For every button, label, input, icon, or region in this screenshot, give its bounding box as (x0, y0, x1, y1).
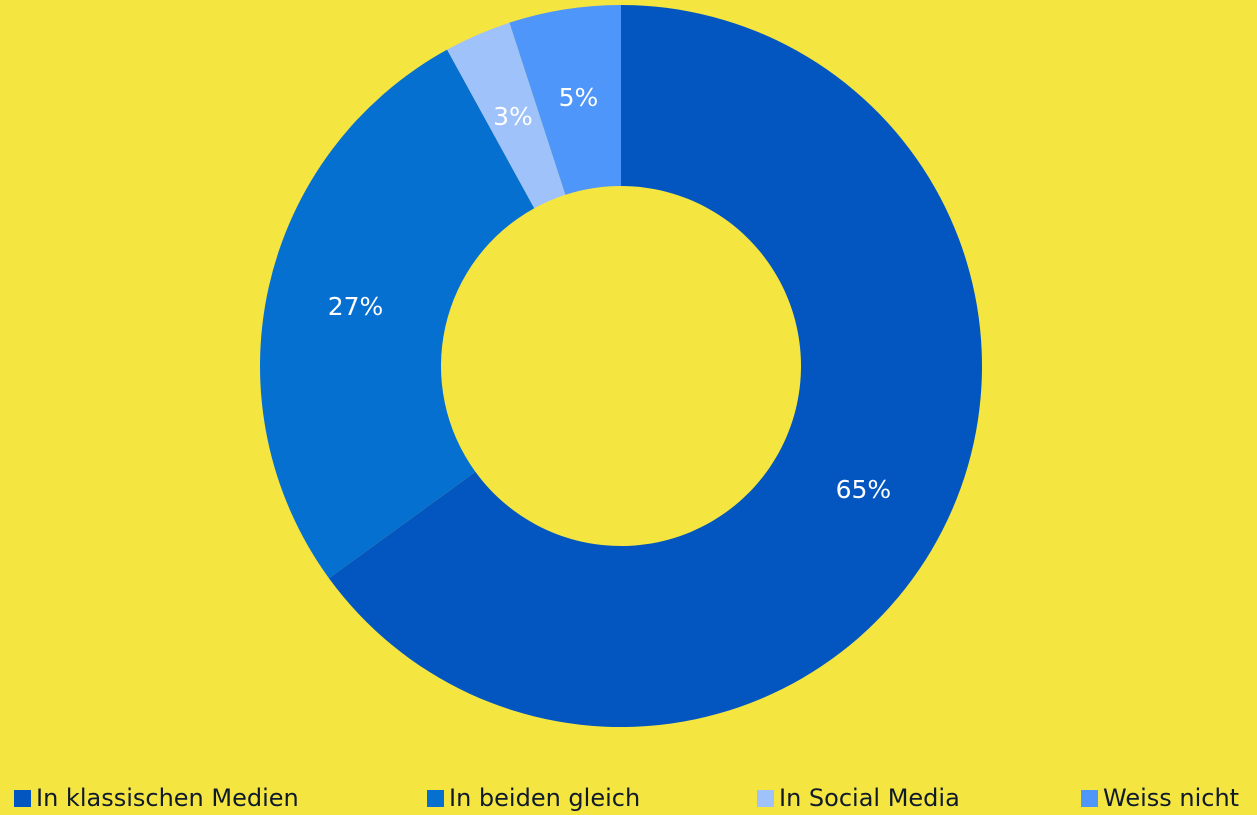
donut-slices (259, 5, 983, 728)
donut-slice-3 (447, 22, 566, 209)
legend-label: Weiss nicht (1103, 784, 1240, 812)
donut-slice-1 (328, 5, 983, 728)
donut-slice-4 (509, 5, 621, 195)
legend-item-klassische-medien: In klassischen Medien (14, 782, 299, 815)
donut-data-labels: 65% 27% 3% 5% (328, 83, 891, 504)
data-label-1: 65% (836, 475, 892, 504)
legend-label: In klassischen Medien (36, 784, 299, 812)
legend-swatch (427, 790, 444, 807)
legend-item-weiss-nicht: Weiss nicht (1081, 782, 1239, 815)
legend-label: In Social Media (779, 784, 960, 812)
chart-legend: In klassischen Medien In beiden gleich I… (0, 782, 1257, 815)
legend-item-beiden-gleich: In beiden gleich (427, 782, 640, 815)
data-label-3: 3% (493, 102, 533, 131)
legend-swatch (1081, 790, 1098, 807)
donut-slice-2 (259, 49, 535, 579)
legend-label: In beiden gleich (449, 784, 641, 812)
data-label-4: 5% (559, 83, 599, 112)
legend-swatch (757, 790, 774, 807)
legend-swatch (14, 790, 31, 807)
legend-item-social-media: In Social Media (757, 782, 960, 815)
data-label-2: 27% (328, 292, 384, 321)
